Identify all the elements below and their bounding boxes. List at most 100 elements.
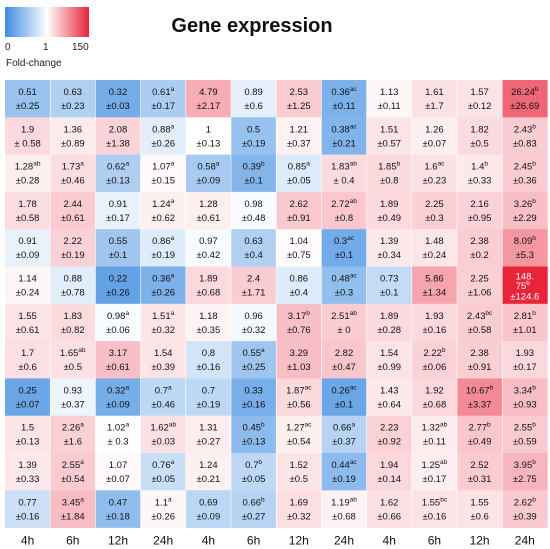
cell-sd: ±0.61 xyxy=(197,213,221,224)
heatmap-cell xyxy=(276,266,322,305)
scale-label: Fold-change xyxy=(6,58,62,69)
cell-sd: ±0.95 xyxy=(468,213,492,224)
cell-mean: 4.79 xyxy=(199,87,218,98)
timepoint-label: 6h xyxy=(66,534,79,548)
heatmap-cell xyxy=(276,80,322,118)
cell-mean: 2.77b xyxy=(469,422,492,434)
cell-sd: ±0.78 xyxy=(61,288,85,299)
heatmap-cell xyxy=(411,490,458,528)
cell-sd: ±0.91 xyxy=(287,213,311,224)
cell-sd: ±1.7 xyxy=(425,101,443,112)
heatmap-cell xyxy=(321,341,367,379)
cell-mean: 1.6ac xyxy=(424,161,445,173)
heatmap-cell xyxy=(231,154,277,193)
cell-mean: 2.55b xyxy=(514,422,537,434)
heatmap-cell xyxy=(411,378,458,416)
cell-sd: ±0.48 xyxy=(242,213,266,224)
cell-sd: ±0.8 xyxy=(380,176,398,187)
cell-sd: ±1.71 xyxy=(242,288,266,299)
cell-mean: 2.82 xyxy=(335,348,354,359)
cell-mean: 2.08 xyxy=(109,124,128,135)
cell-mean: 1.55 xyxy=(470,497,489,508)
cell-sd: ±1.01 xyxy=(513,325,537,336)
cell-sd: ±0.34 xyxy=(377,250,401,261)
cell-mean: 2.38 xyxy=(470,236,489,247)
heatmap-cell xyxy=(502,154,548,193)
cell-sd: ±0.6 xyxy=(18,362,36,373)
cell-mean: 0.8 xyxy=(202,348,215,359)
heatmap-cell xyxy=(5,154,51,193)
cell-sd: ± 0 xyxy=(337,325,350,336)
cell-sd: ±0.19 xyxy=(151,250,175,261)
heatmap-cell xyxy=(276,415,322,454)
cell-sd: ±0.13 xyxy=(16,437,40,448)
heatmap-cell xyxy=(95,266,141,305)
heatmap-cell xyxy=(457,229,503,267)
heatmap-cell xyxy=(185,191,232,230)
cell-mean: 0.76a xyxy=(152,459,175,471)
heatmap-cell xyxy=(276,117,322,155)
heatmap-cell xyxy=(321,154,367,193)
cell-sd: ±0.03 xyxy=(106,101,130,112)
cell-mean: 5.86 xyxy=(425,274,444,285)
cell-mean: 0.7a xyxy=(155,384,172,396)
heatmap-cell xyxy=(366,80,413,118)
heatmap-cell xyxy=(321,191,367,230)
cell-sd: ±1.25 xyxy=(287,101,311,112)
cell-mean: 3.34b xyxy=(514,384,537,396)
cell-mean: 0.48ac xyxy=(331,273,357,285)
cell-sd: ±0.25 xyxy=(16,101,40,112)
cell-mean: 0.44ac xyxy=(331,459,357,471)
cell-mean: 1.14 xyxy=(18,274,37,285)
cell-mean: 0.36ac xyxy=(331,86,357,98)
heatmap-cell xyxy=(457,415,503,454)
heatmap-cell xyxy=(321,266,367,305)
heatmap-cell xyxy=(502,453,548,491)
heatmap-cell xyxy=(231,191,277,230)
cell-mean: 0.25 xyxy=(18,385,37,396)
cell-sd: ±5.3 xyxy=(516,250,534,261)
cell-mean: 1.73a xyxy=(62,161,85,173)
cell-mean: 2.25 xyxy=(425,199,444,210)
cell-mean: 148. 75b xyxy=(516,272,535,293)
cell-mean: 1.13 xyxy=(380,87,399,98)
heatmap-cell xyxy=(185,453,232,491)
cell-mean: 1.5 xyxy=(21,423,34,434)
cell-mean: 0.85a xyxy=(288,161,311,173)
cell-sd: ±0.3 xyxy=(335,288,353,299)
cell-mean: 1.54 xyxy=(380,348,399,359)
cell-mean: 0.69 xyxy=(199,497,218,508)
heatmap-cell xyxy=(502,490,548,528)
cell-sd: ± 0.4 xyxy=(333,176,354,187)
heatmap-cell xyxy=(457,303,503,342)
cell-mean: 1.04 xyxy=(290,236,309,247)
cell-mean: 0.51 xyxy=(18,87,37,98)
heatmap-cell xyxy=(5,490,51,528)
cell-sd: ±0.75 xyxy=(287,250,311,261)
heatmap-cell xyxy=(5,453,51,491)
cell-mean: 1.78 xyxy=(18,199,37,210)
cell-sd: ±0.66 xyxy=(377,511,401,522)
heatmap-cell xyxy=(276,341,322,379)
heatmap-cell xyxy=(95,490,141,528)
cell-mean: 0.38ac xyxy=(331,123,357,135)
cell-mean: 0.22 xyxy=(109,274,128,285)
cell-mean: 0.39b xyxy=(243,161,266,173)
cell-mean: 2.23 xyxy=(380,423,399,434)
cell-mean: 0.98a xyxy=(107,310,130,322)
cell-mean: 0.62a xyxy=(107,161,130,173)
cell-sd: ±0.06 xyxy=(106,325,130,336)
cell-sd: ±0.12 xyxy=(468,101,492,112)
heatmap-cell xyxy=(140,191,187,230)
heatmap-cell xyxy=(321,117,367,155)
cell-sd: ±0.16 xyxy=(16,511,40,522)
cell-mean: 2.51ab xyxy=(331,310,357,322)
cell-sd: ±0.4 xyxy=(244,250,262,261)
cell-sd: ±0.5 xyxy=(290,474,308,485)
heatmap-cell xyxy=(276,453,322,491)
cell-mean: 10.67b xyxy=(466,384,494,396)
cell-sd: ±0.4 xyxy=(290,288,308,299)
cell-sd: ±0.09 xyxy=(106,399,130,410)
cell-sd: ±0.39 xyxy=(513,511,537,522)
heatmap-cell xyxy=(457,490,503,528)
